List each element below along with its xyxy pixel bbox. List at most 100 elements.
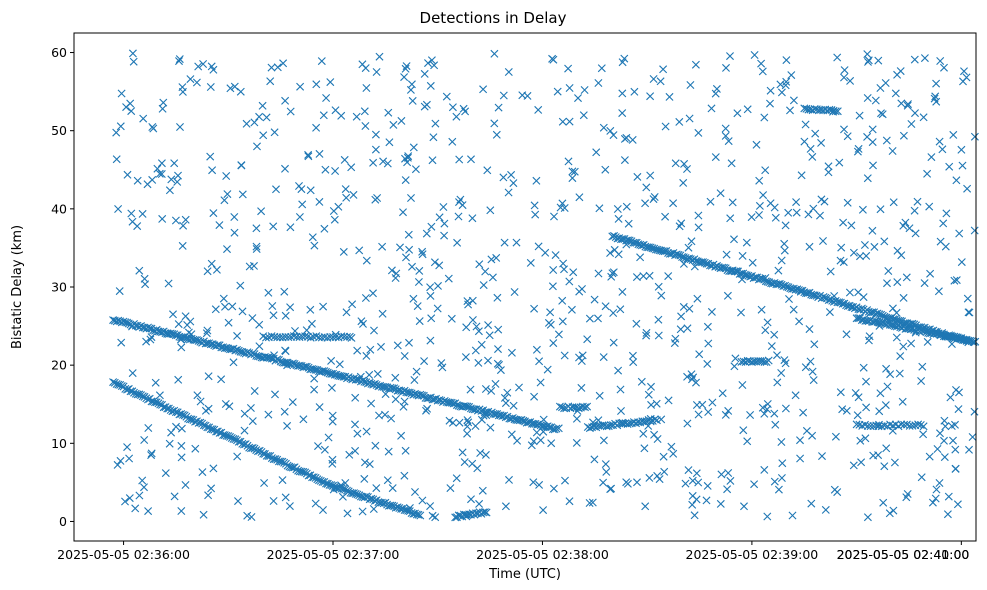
scatter-point	[192, 78, 201, 87]
scatter-point	[424, 59, 432, 68]
scatter-point	[785, 295, 793, 303]
scatter-point	[970, 407, 979, 416]
scatter-point	[577, 383, 586, 392]
scatter-point	[240, 426, 249, 435]
scatter-point	[763, 318, 772, 327]
scatter-point	[203, 267, 212, 276]
scatter-point	[461, 402, 470, 411]
scatter-point	[907, 120, 916, 128]
scatter-point	[431, 513, 440, 522]
scatter-point	[434, 281, 442, 290]
scatter-point	[904, 100, 912, 109]
scatter-point	[951, 464, 960, 473]
scatter-point	[633, 172, 642, 181]
scatter-point	[939, 219, 948, 228]
scatter-point	[766, 199, 775, 208]
scatter-point	[539, 506, 548, 515]
scatter-point	[377, 342, 385, 351]
scatter-point	[864, 57, 872, 66]
scatter-point	[901, 218, 910, 227]
scatter-point	[694, 128, 703, 137]
scatter-point	[642, 331, 651, 340]
scatter-point	[341, 479, 350, 487]
scatter-point	[396, 243, 404, 252]
scatter-point	[919, 430, 928, 439]
scatter-point	[509, 401, 518, 410]
scatter-point	[742, 238, 751, 247]
scatter-point	[965, 308, 974, 317]
scatter-point	[748, 258, 757, 267]
scatter-point	[849, 248, 858, 257]
scatter-point	[487, 255, 496, 264]
scatter-point	[898, 397, 907, 406]
scatter-point	[733, 109, 742, 118]
scatter-point	[949, 130, 958, 139]
scatter-point	[594, 269, 603, 278]
scatter-point	[907, 339, 916, 348]
scatter-point	[962, 73, 971, 82]
scatter-point	[400, 397, 409, 406]
scatter-point	[618, 109, 627, 118]
scatter-point	[280, 407, 289, 416]
scatter-point	[494, 345, 502, 354]
scatter-point	[247, 444, 255, 453]
scatter-point	[237, 161, 246, 170]
scatter-point	[589, 418, 597, 427]
scatter-point	[299, 415, 308, 424]
scatter-point	[125, 454, 134, 463]
scatter-point	[809, 204, 818, 213]
scatter-point	[805, 325, 814, 334]
scatter-point	[810, 340, 819, 349]
scatter-point	[362, 351, 371, 360]
scatter-point	[931, 494, 940, 503]
scatter-point	[913, 197, 922, 206]
scatter-point	[620, 54, 629, 63]
scatter-point	[923, 337, 932, 346]
scatter-point	[499, 173, 508, 182]
scatter-point	[592, 148, 601, 157]
scatter-point	[755, 201, 764, 210]
scatter-point	[778, 459, 787, 468]
scatter-point	[287, 332, 296, 341]
scatter-point	[632, 273, 641, 282]
scatter-point	[174, 320, 183, 329]
scatter-point	[862, 377, 870, 386]
scatter-point	[899, 342, 908, 351]
x-axis-ticks: 2025-05-05 02:36:00 2025-05-05 02:37:00 20…	[57, 541, 969, 562]
scatter-point	[189, 335, 198, 344]
scatter-point	[862, 403, 871, 412]
scatter-point	[919, 113, 928, 122]
scatter-point	[209, 209, 218, 218]
scatter-point	[857, 458, 866, 467]
scatter-point	[193, 391, 202, 400]
scatter-point	[674, 250, 683, 259]
scatter-point	[679, 259, 688, 268]
y-tick-label: 30	[51, 280, 67, 295]
scatter-point	[808, 431, 817, 440]
scatter-point	[574, 404, 583, 413]
scatter-point	[910, 55, 919, 64]
scatter-point	[866, 308, 875, 317]
scatter-point	[317, 57, 326, 66]
scatter-point	[484, 356, 492, 365]
scatter-point	[496, 366, 505, 375]
scatter-point	[620, 156, 629, 165]
scatter-point	[462, 323, 471, 332]
scatter-point	[487, 386, 496, 395]
scatter-point	[730, 362, 739, 371]
scatter-point	[361, 294, 370, 302]
scatter-point	[122, 103, 131, 112]
scatter-point	[246, 404, 255, 412]
scatter-point	[669, 199, 678, 208]
scatter-point	[455, 198, 463, 207]
scatter-point	[650, 193, 659, 201]
scatter-point	[532, 345, 541, 354]
scatter-point	[454, 212, 463, 221]
scatter-point	[884, 267, 893, 275]
scatter-point	[481, 450, 490, 459]
scatter-point	[534, 105, 543, 114]
scatter-point	[362, 84, 371, 92]
scatter-point	[837, 243, 846, 252]
scatter-point	[297, 185, 306, 194]
scatter-point	[268, 302, 277, 310]
